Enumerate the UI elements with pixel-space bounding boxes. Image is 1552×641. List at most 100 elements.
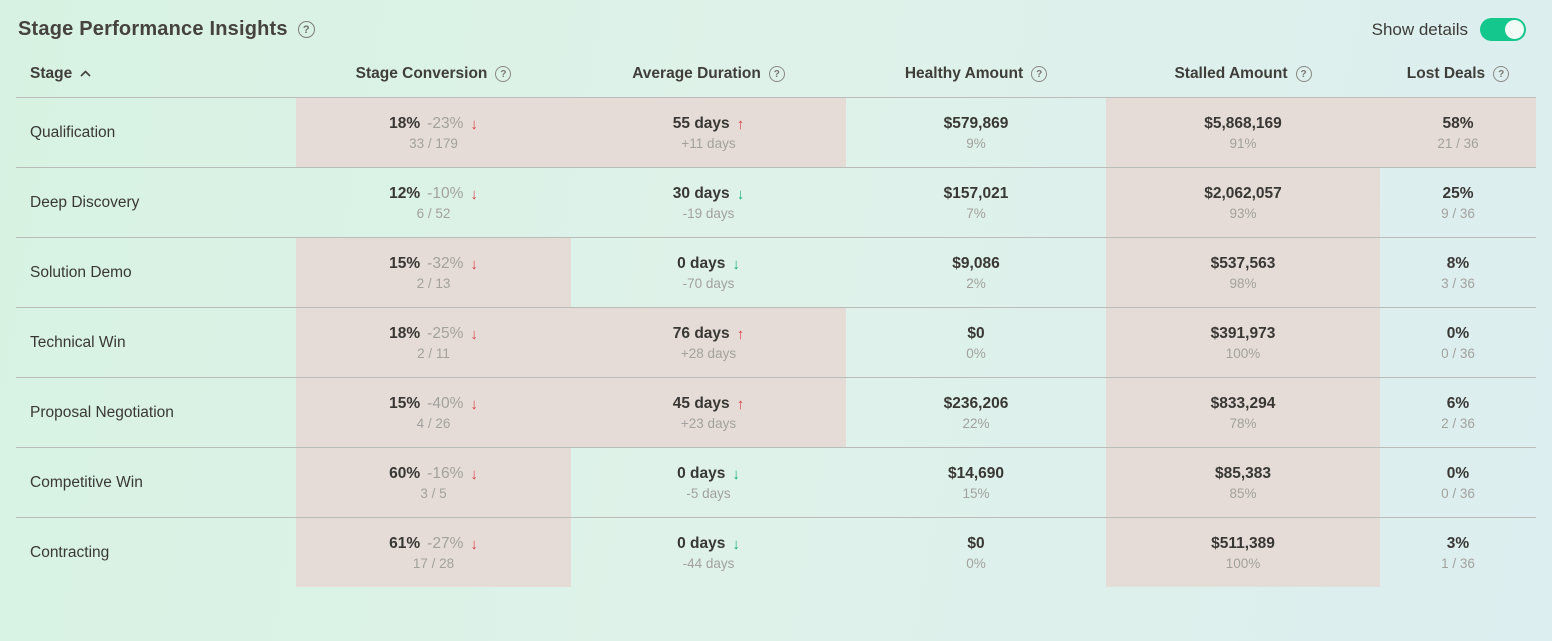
stage-performance-table: Stage Stage Conversion ? Average Duratio… — [16, 51, 1536, 587]
conversion-help-icon[interactable]: ? — [495, 66, 512, 82]
column-header-stage-conversion[interactable]: Stage Conversion ? — [296, 65, 571, 83]
lost-help-icon[interactable]: ? — [1493, 66, 1510, 82]
stalled-help-icon[interactable]: ? — [1295, 66, 1312, 82]
column-header-healthy-amount[interactable]: Healthy Amount ? — [846, 65, 1106, 83]
stalled-value: $85,383 — [1214, 464, 1272, 482]
table-row: Technical Win 18% -25% ↓ 2 / 11 76 days ↑ +… — [16, 307, 1536, 377]
conversion-change: -32% — [427, 254, 464, 272]
table-row: Deep Discovery 12% -10% ↓ 6 / 52 30 days ↓ … — [16, 167, 1536, 237]
conversion-value: 60% — [389, 464, 421, 482]
average-duration-cell: 0 days ↓ -5 days — [571, 448, 846, 517]
arrow-up-icon: ↑ — [736, 325, 745, 343]
arrow-down-icon: ↓ — [470, 325, 478, 343]
conversion-ratio: 3 / 5 — [420, 485, 447, 501]
column-header-stalled-amount[interactable]: Stalled Amount ? — [1106, 65, 1380, 83]
stalled-amount-cell: $2,062,057 93% — [1106, 168, 1380, 237]
conversion-ratio: 4 / 26 — [416, 415, 451, 431]
stalled-percent: 100% — [1225, 345, 1261, 361]
title-help-icon[interactable]: ? — [297, 21, 315, 38]
lost-value: 3% — [1446, 534, 1470, 552]
average-duration-cell: 0 days ↓ -70 days — [571, 238, 846, 307]
stage-name: Technical Win — [30, 333, 126, 351]
healthy-percent: 2% — [966, 275, 986, 291]
stalled-value: $2,062,057 — [1204, 184, 1282, 202]
lost-value: 25% — [1442, 184, 1474, 202]
show-details-toggle[interactable] — [1480, 18, 1526, 41]
arrow-down-icon: ↓ — [470, 535, 478, 553]
healthy-amount-cell: $579,869 9% — [846, 98, 1106, 167]
lost-deals-cell: 6% 2 / 36 — [1380, 378, 1536, 447]
stalled-percent: 91% — [1229, 135, 1257, 151]
healthy-amount-cell: $0 0% — [846, 518, 1106, 587]
healthy-amount-cell: $0 0% — [846, 308, 1106, 377]
column-label: Lost Deals — [1406, 65, 1486, 82]
conversion-change: -16% — [427, 464, 464, 482]
lost-ratio: 3 / 36 — [1441, 275, 1475, 291]
lost-ratio: 1 / 36 — [1441, 555, 1475, 571]
duration-value: 30 days — [672, 184, 730, 202]
duration-delta: -70 days — [682, 275, 735, 291]
healthy-help-icon[interactable]: ? — [1031, 66, 1048, 82]
healthy-value: $236,206 — [943, 394, 1009, 412]
conversion-value: 12% — [389, 184, 421, 202]
stage-conversion-cell: 18% -25% ↓ 2 / 11 — [296, 308, 571, 377]
stalled-amount-cell: $391,973 100% — [1106, 308, 1380, 377]
lost-deals-cell: 3% 1 / 36 — [1380, 518, 1536, 587]
stage-name: Competitive Win — [30, 473, 143, 491]
duration-delta: -5 days — [686, 485, 731, 501]
healthy-value: $0 — [967, 324, 985, 342]
table-row: Contracting 61% -27% ↓ 17 / 28 0 days ↓ -44… — [16, 517, 1536, 587]
stage-conversion-cell: 61% -27% ↓ 17 / 28 — [296, 518, 571, 587]
duration-value: 76 days — [672, 324, 730, 342]
column-label: Stage Conversion — [355, 65, 488, 82]
column-header-lost-deals[interactable]: Lost Deals ? — [1380, 65, 1536, 83]
duration-value: 0 days — [677, 534, 726, 552]
stalled-amount-cell: $5,868,169 91% — [1106, 98, 1380, 167]
lost-value: 58% — [1442, 114, 1474, 132]
conversion-change: -23% — [427, 114, 464, 132]
column-header-stage[interactable]: Stage — [16, 65, 296, 83]
duration-help-icon[interactable]: ? — [768, 66, 785, 82]
healthy-value: $9,086 — [952, 254, 1000, 272]
stage-conversion-cell: 15% -40% ↓ 4 / 26 — [296, 378, 571, 447]
stalled-amount-cell: $833,294 78% — [1106, 378, 1380, 447]
lost-deals-cell: 0% 0 / 36 — [1380, 448, 1536, 517]
healthy-percent: 0% — [966, 345, 986, 361]
stalled-value: $391,973 — [1210, 324, 1276, 342]
stalled-percent: 100% — [1225, 555, 1261, 571]
healthy-percent: 0% — [966, 555, 986, 571]
lost-deals-cell: 0% 0 / 36 — [1380, 308, 1536, 377]
lost-ratio: 0 / 36 — [1441, 485, 1475, 501]
duration-delta: +28 days — [680, 345, 737, 361]
stage-name: Proposal Negotiation — [30, 403, 174, 421]
arrow-up-icon: ↑ — [736, 115, 745, 133]
lost-ratio: 9 / 36 — [1441, 205, 1475, 221]
lost-value: 0% — [1446, 464, 1470, 482]
stalled-amount-cell: $85,383 85% — [1106, 448, 1380, 517]
column-header-average-duration[interactable]: Average Duration ? — [571, 65, 846, 83]
arrow-down-icon: ↓ — [470, 395, 478, 413]
duration-delta: -44 days — [682, 555, 735, 571]
lost-deals-cell: 8% 3 / 36 — [1380, 238, 1536, 307]
stage-conversion-cell: 15% -32% ↓ 2 / 13 — [296, 238, 571, 307]
conversion-value: 61% — [389, 534, 421, 552]
healthy-value: $14,690 — [947, 464, 1005, 482]
table-row: Solution Demo 15% -32% ↓ 2 / 13 0 days ↓ -7… — [16, 237, 1536, 307]
lost-ratio: 0 / 36 — [1441, 345, 1475, 361]
healthy-value: $579,869 — [943, 114, 1009, 132]
conversion-ratio: 2 / 11 — [417, 345, 450, 361]
duration-delta: -19 days — [682, 205, 735, 221]
arrow-down-icon: ↓ — [732, 535, 740, 553]
stalled-amount-cell: $511,389 100% — [1106, 518, 1380, 587]
healthy-percent: 22% — [962, 415, 990, 431]
stage-conversion-cell: 60% -16% ↓ 3 / 5 — [296, 448, 571, 517]
sort-ascending-icon — [80, 69, 91, 77]
conversion-ratio: 33 / 179 — [409, 135, 458, 151]
lost-value: 0% — [1446, 324, 1470, 342]
conversion-value: 18% — [389, 324, 421, 342]
healthy-amount-cell: $236,206 22% — [846, 378, 1106, 447]
arrow-down-icon: ↓ — [732, 255, 740, 273]
conversion-change: -27% — [427, 534, 464, 552]
lost-ratio: 2 / 36 — [1441, 415, 1475, 431]
stalled-percent: 93% — [1229, 205, 1257, 221]
